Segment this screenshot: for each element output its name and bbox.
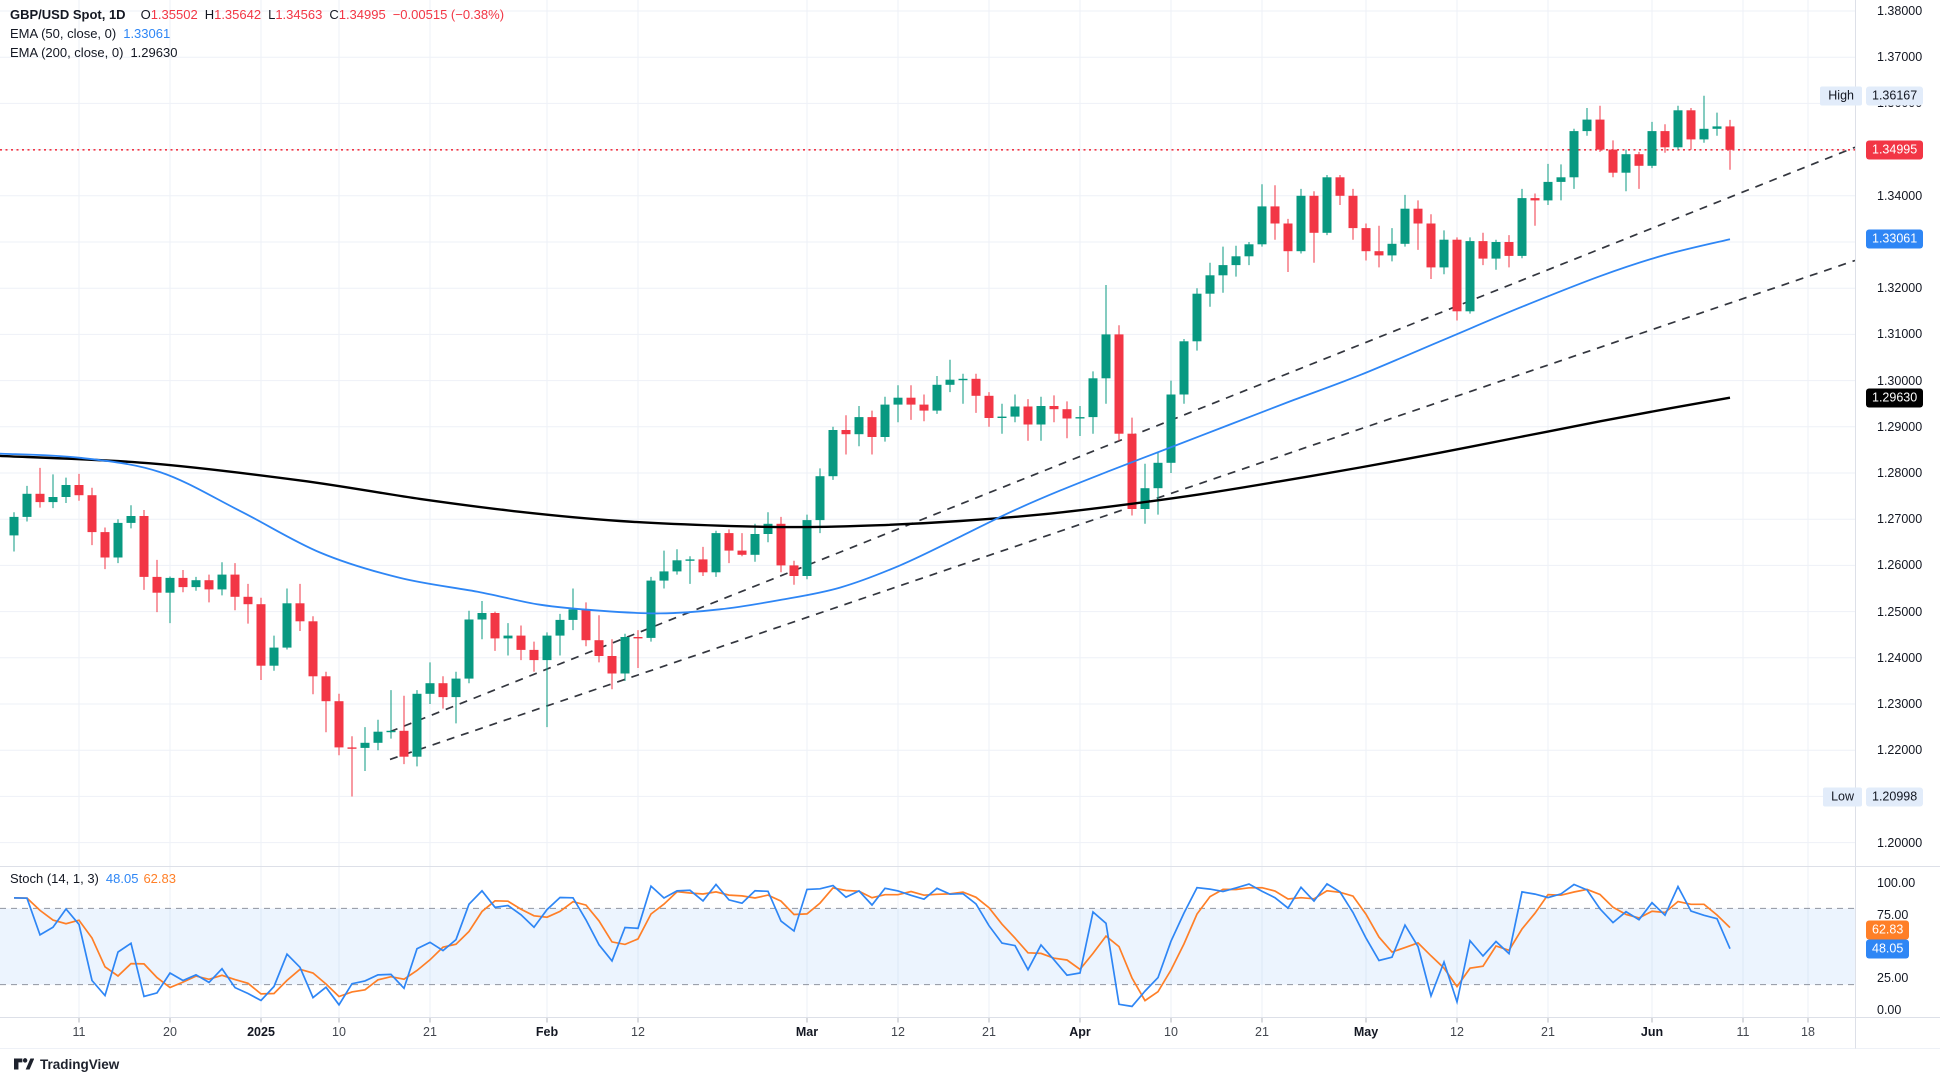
open-label: O — [140, 7, 151, 22]
price-tick: 1.22000 — [1877, 743, 1923, 758]
close-value: 1.34995 — [338, 7, 386, 22]
time-tick: 12 — [891, 1025, 905, 1039]
time-tick: May — [1353, 1025, 1379, 1039]
trendlines — [389, 146, 1856, 761]
open-value: 1.35502 — [150, 7, 198, 22]
time-tick: Jun — [1640, 1025, 1664, 1039]
main-legend: GBP/USD Spot, 1D O 1.35502 H 1.35642 L 1.34… — [10, 5, 504, 62]
time-tick: 10 — [332, 1025, 346, 1039]
low-value: 1.34563 — [275, 7, 323, 22]
price-tick: 1.32000 — [1877, 281, 1923, 296]
ema200-value: 1.29630 — [130, 45, 178, 60]
time-tick: 21 — [1255, 1025, 1269, 1039]
change-value: −0.00515 (−0.38%) — [392, 7, 505, 22]
price-axis[interactable]: 0.00 25.00 75.00 100.00 1.20000 1.22000 1.2300… — [1856, 0, 1940, 1017]
stoch-label[interactable]: Stoch (14, 1, 3) — [10, 871, 99, 886]
ema200-price-badge: 1.29630 — [1866, 388, 1924, 408]
ema50-line — [0, 238, 1731, 615]
stoch-tick: 25.00 — [1877, 971, 1909, 986]
stoch-d-legend-value: 62.83 — [143, 871, 176, 886]
price-gridlines — [0, 10, 1855, 844]
time-tick: Feb — [535, 1025, 559, 1039]
time-tick: 2025 — [247, 1025, 275, 1039]
low-value-badge: 1.20998 — [1866, 787, 1924, 807]
stoch-tick: 100.00 — [1877, 876, 1916, 890]
time-tick: 10 — [1164, 1025, 1178, 1039]
ema50-value: 1.33061 — [123, 26, 171, 41]
time-tick: 11 — [72, 1025, 86, 1039]
price-tick: 1.37000 — [1877, 50, 1923, 65]
ema200-label[interactable]: EMA (200, close, 0) — [10, 45, 124, 60]
time-tick: 12 — [1450, 1025, 1464, 1039]
ema200-row: EMA (200, close, 0) 1.29630 — [10, 43, 504, 62]
high-value: 1.35642 — [214, 7, 262, 22]
time-gridlines — [78, 0, 1809, 1017]
ema50-price-badge: 1.33061 — [1866, 229, 1924, 249]
price-tick: 1.25000 — [1877, 604, 1923, 619]
price-tick: 1.38000 — [1877, 4, 1923, 18]
time-tick: 21 — [423, 1025, 437, 1039]
time-axis[interactable]: 11 20 2025 10 21 Feb 12 Mar 12 21 Apr 10 21 May 12 21 Ju… — [0, 1018, 1940, 1048]
stoch-tick: 0.00 — [1877, 1003, 1902, 1017]
ema50-label[interactable]: EMA (50, close, 0) — [10, 26, 117, 41]
time-tick: 18 — [1801, 1025, 1815, 1039]
time-tick: 21 — [982, 1025, 996, 1039]
symbol-title[interactable]: GBP/USD Spot, 1D — [10, 7, 126, 22]
symbol-row: GBP/USD Spot, 1D O 1.35502 H 1.35642 L 1.34… — [10, 5, 504, 24]
time-tick: Apr — [1069, 1025, 1091, 1039]
stoch-d-badge: 62.83 — [1866, 920, 1910, 940]
price-tick: 1.26000 — [1877, 558, 1923, 573]
ema50-row: EMA (50, close, 0) 1.33061 — [10, 24, 504, 43]
price-tick: 1.29000 — [1877, 419, 1923, 434]
low-label: L — [268, 7, 276, 22]
stoch-k-legend-value: 48.05 — [105, 871, 139, 886]
high-label: H — [204, 7, 215, 22]
price-tick: 1.28000 — [1877, 466, 1923, 480]
close-price-badge: 1.34995 — [1866, 140, 1924, 160]
close-label: C — [329, 7, 339, 22]
stoch-k-badge: 48.05 — [1866, 939, 1910, 959]
time-tick: 21 — [1541, 1025, 1555, 1039]
stoch-legend: Stoch (14, 1, 3) 48.05 62.83 — [10, 869, 176, 888]
price-tick: 1.23000 — [1877, 697, 1923, 711]
tradingview-text: TradingView — [40, 1056, 120, 1072]
tradingview-logo[interactable]: TradingView — [14, 1056, 119, 1072]
price-tick: 1.31000 — [1877, 327, 1923, 342]
time-tick: 12 — [631, 1025, 645, 1039]
price-tick: 1.34000 — [1877, 188, 1923, 203]
stoch-tick: 75.00 — [1877, 907, 1909, 922]
high-value-badge: 1.36167 — [1866, 86, 1924, 106]
price-tick: 1.27000 — [1877, 512, 1923, 527]
price-tick: 1.24000 — [1877, 650, 1923, 665]
stoch-band — [0, 908, 1855, 985]
high-marker-label: High — [1820, 86, 1862, 106]
time-tick: 20 — [163, 1025, 177, 1039]
time-tick: 11 — [1736, 1025, 1750, 1039]
price-tick: 1.30000 — [1877, 373, 1923, 388]
candles — [9, 95, 1735, 797]
tradingview-icon — [14, 1058, 34, 1070]
price-tick: 1.20000 — [1877, 835, 1923, 850]
low-marker-label: Low — [1823, 787, 1862, 807]
stoch-k-line — [13, 882, 1731, 1008]
time-tick: Mar — [795, 1025, 819, 1039]
ema200-line — [0, 396, 1731, 529]
